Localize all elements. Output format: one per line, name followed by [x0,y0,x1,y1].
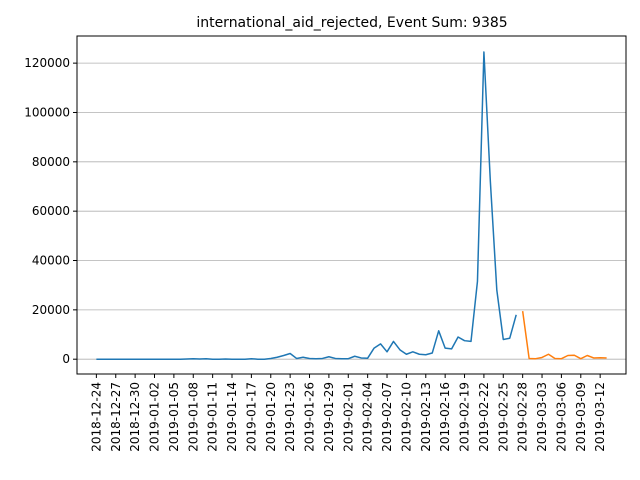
x-tick-label: 2019-03-03 [535,382,549,452]
series-line-1 [96,51,517,360]
x-tick-label: 2018-12-24 [89,382,103,452]
x-tick-label: 2019-02-01 [341,382,355,452]
x-tick-label: 2019-01-11 [206,382,220,452]
x-tick-label: 2019-02-22 [477,382,491,452]
y-tick-label: 100000 [24,105,70,119]
y-tick-label: 120000 [24,56,70,70]
x-tick-label: 2019-02-28 [516,382,530,452]
x-tick-label: 2019-01-29 [322,382,336,452]
y-tick-label: 20000 [32,303,70,317]
x-tick-label: 2019-02-10 [399,382,413,452]
y-tick-label: 0 [62,352,70,366]
x-tick-label: 2019-01-17 [244,382,258,452]
series-line-2 [521,310,607,360]
plot-frame [76,35,627,375]
x-tick-label: 2019-02-16 [438,382,452,452]
x-tick-label: 2019-02-19 [458,382,472,452]
x-tick-label: 2019-01-05 [167,382,181,452]
series-layer [96,51,607,360]
x-tick-label: 2019-02-25 [496,382,510,452]
y-tick-label: 60000 [32,204,70,218]
chart-title: international_aid_rejected, Event Sum: 9… [196,15,507,31]
x-tick-label: 2019-01-20 [264,382,278,452]
x-tick-label: 2019-01-26 [303,382,317,452]
y-tick-label: 40000 [32,254,70,268]
x-tick-label: 2019-03-09 [574,382,588,452]
y-axis-ticks: 0 20000 40000 60000 80000 100000 120000 [24,56,77,366]
x-tick-label: 2019-02-07 [380,382,394,452]
x-tick-label: 2018-12-30 [128,382,142,452]
y-tick-label: 80000 [32,155,70,169]
x-tick-label: 2019-01-02 [148,382,162,452]
x-tick-label: 2019-01-23 [283,382,297,452]
x-tick-label: 2019-01-14 [225,382,239,452]
x-tick-label: 2019-02-13 [419,382,433,452]
x-tick-label: 2019-03-12 [593,382,607,452]
axes [76,35,627,375]
x-tick-label: 2018-12-27 [109,382,123,452]
x-tick-label: 2019-02-04 [361,382,375,452]
x-axis-ticks: 2018-12-24 2018-12-27 2018-12-30 2019-01-02… [89,374,607,452]
x-tick-label: 2019-01-08 [186,382,200,452]
x-tick-label: 2019-03-06 [554,382,568,452]
gridlines [77,62,626,360]
